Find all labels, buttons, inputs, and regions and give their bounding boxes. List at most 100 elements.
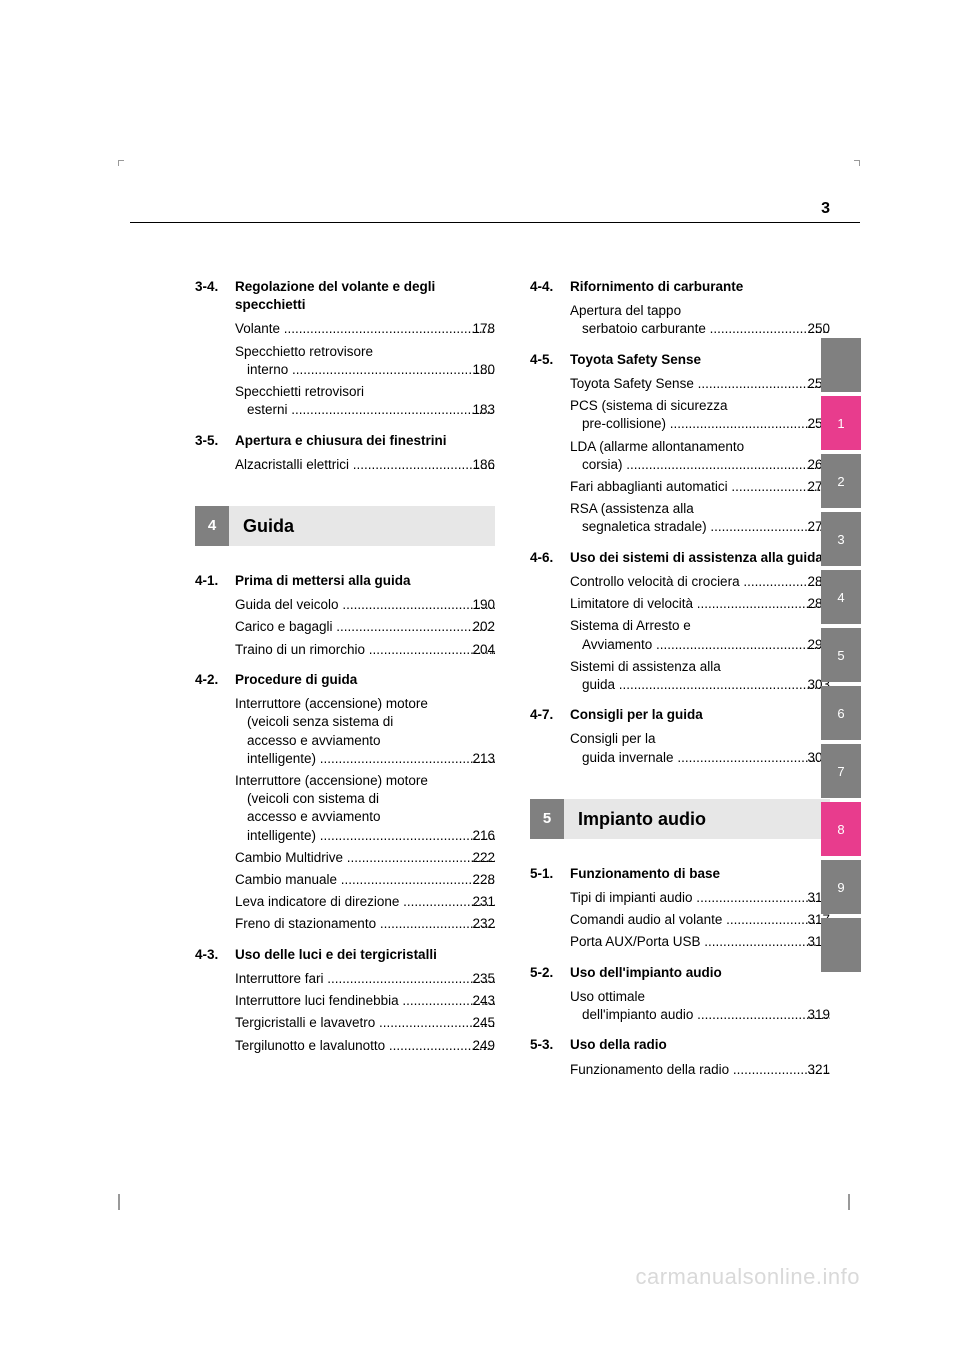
chapter-tab[interactable] — [821, 338, 861, 392]
toc-entry-line: 231Leva indicatore di direzione ........… — [235, 893, 495, 911]
toc-entry: 231Leva indicatore di direzione ........… — [235, 893, 495, 911]
toc-entry: Specchietto retrovisore180interno ......… — [235, 343, 495, 379]
toc-entry-line: 255Toyota Safety Sense .................… — [570, 375, 830, 393]
chapter-banner: 4Guida — [195, 506, 495, 546]
toc-entry-line: 243Interruttore luci fendinebbia .......… — [235, 992, 495, 1010]
toc-entry-page: 245 — [468, 1014, 495, 1032]
toc-entry-page: 231 — [468, 893, 495, 911]
crop-mark — [854, 160, 860, 166]
toc-entry-line: 183esterni .............................… — [235, 401, 495, 419]
chapter-banner: 5Impianto audio — [530, 799, 830, 839]
toc-section-title: Prima di mettersi alla guida — [235, 572, 411, 590]
chapter-tab[interactable]: 7 — [821, 744, 861, 798]
toc-entry-page: 204 — [468, 641, 495, 659]
toc-section-number: 4-2. — [195, 671, 235, 689]
toc-entry-line: 303guida ...............................… — [570, 676, 830, 694]
toc-entry-line: 190Guida del veicolo ...................… — [235, 596, 495, 614]
toc-entry: PCS (sistema di sicurezza259pre-collisio… — [570, 397, 830, 433]
toc-entry: Apertura del tappo250serbatoio carburant… — [570, 302, 830, 338]
toc-entry-line: 291Avviamento ..........................… — [570, 636, 830, 654]
toc-section-heading: 3-5.Apertura e chiusura dei finestrini — [195, 432, 495, 450]
toc-entry: 255Toyota Safety Sense .................… — [570, 375, 830, 393]
toc-entry-page: 202 — [468, 618, 495, 636]
crop-mark — [118, 1194, 120, 1210]
toc-entry-page: 235 — [468, 970, 495, 988]
chapter-tab[interactable]: 4 — [821, 570, 861, 624]
toc-section-title: Uso dei sistemi di assistenza alla guida — [570, 549, 823, 567]
toc-section-title: Toyota Safety Sense — [570, 351, 701, 369]
toc-entry: 186Alzacristalli elettrici .............… — [235, 456, 495, 474]
toc-entry-line: 228Cambio manuale ......................… — [235, 871, 495, 889]
chapter-tab[interactable]: 5 — [821, 628, 861, 682]
toc-section-heading: 4-7.Consigli per la guida — [530, 706, 830, 724]
chapter-tab[interactable]: 6 — [821, 686, 861, 740]
toc-entry-line: Sistema di Arresto e — [570, 617, 830, 635]
chapter-tabs: 123456789 — [821, 338, 861, 976]
toc-entry: 321Funzionamento della radio ...........… — [570, 1061, 830, 1079]
toc-section-number: 5-3. — [530, 1036, 570, 1054]
toc-section-title: Procedure di guida — [235, 671, 357, 689]
toc-entry: 285Controllo velocità di crociera ......… — [570, 573, 830, 591]
toc-entry: Interruttore (accensione) motore(veicoli… — [235, 772, 495, 845]
toc-entry-line: 202Carico e bagagli ....................… — [235, 618, 495, 636]
chapter-tab[interactable]: 9 — [821, 860, 861, 914]
toc-section-heading: 5-2.Uso dell'impianto audio — [530, 964, 830, 982]
toc-entry-page: 190 — [468, 596, 495, 614]
toc-entry: Interruttore (accensione) motore(veicoli… — [235, 695, 495, 768]
toc-entry-page: 319 — [803, 1006, 830, 1024]
toc-entry-line: (veicoli con sistema di — [235, 790, 495, 808]
toc-entry-line: 245Tergicristalli e lavavetro ..........… — [235, 1014, 495, 1032]
toc-entry-line: 259pre-collisione) .....................… — [570, 415, 830, 433]
toc-entry: 288Limitatore di velocità ..............… — [570, 595, 830, 613]
toc-entry: 204Traino di un rimorchio ..............… — [235, 641, 495, 659]
toc-entry-line: 178Volante .............................… — [235, 320, 495, 338]
toc-entry: 243Interruttore luci fendinebbia .......… — [235, 992, 495, 1010]
toc-entry-page: 183 — [468, 401, 495, 419]
toc-section-number: 3-5. — [195, 432, 235, 450]
toc-entry: Consigli per la309guida invernale ......… — [570, 730, 830, 766]
toc-entry: Sistemi di assistenza alla303guida .....… — [570, 658, 830, 694]
toc-entry-line: 319dell'impianto audio .................… — [570, 1006, 830, 1024]
manual-page: 3 3-4.Regolazione del volante e degli sp… — [0, 0, 960, 1358]
toc-section-title: Funzionamento di base — [570, 865, 720, 883]
toc-entry: 222Cambio Multidrive ...................… — [235, 849, 495, 867]
toc-entry: LDA (allarme allontanamento267corsia) ..… — [570, 438, 830, 474]
chapter-label: Guida — [229, 506, 495, 546]
chapter-tab[interactable]: 1 — [821, 396, 861, 450]
toc-entry-line: 273Fari abbaglianti automatici .........… — [570, 478, 830, 496]
toc-entry-page: 321 — [803, 1061, 830, 1079]
toc-entry: 235Interruttore fari ...................… — [235, 970, 495, 988]
toc-entry-line: 204Traino di un rimorchio ..............… — [235, 641, 495, 659]
toc-entry-line: 216intelligente) .......................… — [235, 827, 495, 845]
toc-section-number: 5-2. — [530, 964, 570, 982]
toc-section-heading: 4-2.Procedure di guida — [195, 671, 495, 689]
toc-section-number: 4-4. — [530, 278, 570, 296]
toc-section-title: Regolazione del volante e degli specchie… — [235, 278, 495, 314]
toc-section-number: 3-4. — [195, 278, 235, 314]
toc-entry-page: 228 — [468, 871, 495, 889]
toc-entry: 202Carico e bagagli ....................… — [235, 618, 495, 636]
toc-entry-page: 250 — [803, 320, 830, 338]
toc-entry-line: 314Tipi di impianti audio ..............… — [570, 889, 830, 907]
toc-entry-line: 279segnaletica stradale) ...............… — [570, 518, 830, 536]
toc-section-title: Uso delle luci e dei tergicristalli — [235, 946, 437, 964]
toc-entry-line: accesso e avviamento — [235, 808, 495, 826]
toc-entry-line: PCS (sistema di sicurezza — [570, 397, 830, 415]
toc-section-heading: 4-5.Toyota Safety Sense — [530, 351, 830, 369]
chapter-tab[interactable]: 2 — [821, 454, 861, 508]
toc-section-heading: 4-6.Uso dei sistemi di assistenza alla g… — [530, 549, 830, 567]
toc-section-title: Uso della radio — [570, 1036, 667, 1054]
left-column: 3-4.Regolazione del volante e degli spec… — [195, 278, 495, 1091]
chapter-tab[interactable] — [821, 918, 861, 972]
chapter-tab[interactable]: 3 — [821, 512, 861, 566]
chapter-tab[interactable]: 8 — [821, 802, 861, 856]
chapter-number-badge: 5 — [530, 799, 564, 839]
toc-entry-line: Interruttore (accensione) motore — [235, 772, 495, 790]
toc-entry: 228Cambio manuale ......................… — [235, 871, 495, 889]
toc-entry: 232Freno di stazionamento ..............… — [235, 915, 495, 933]
toc-section-number: 4-6. — [530, 549, 570, 567]
chapter-number-badge: 4 — [195, 506, 229, 546]
toc-section-number: 4-1. — [195, 572, 235, 590]
crop-mark — [118, 160, 124, 166]
toc-entry-line: 222Cambio Multidrive ...................… — [235, 849, 495, 867]
